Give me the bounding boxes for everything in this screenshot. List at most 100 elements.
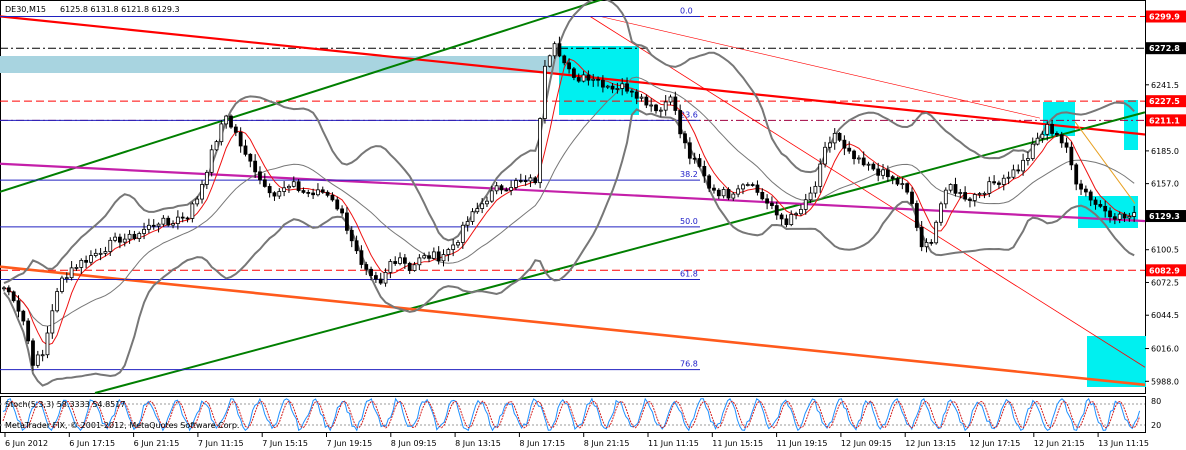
candle-body bbox=[122, 238, 127, 243]
candle-body bbox=[629, 90, 634, 93]
candle-body bbox=[398, 257, 402, 264]
candle-body bbox=[335, 199, 340, 210]
price-tag-1 bbox=[1146, 42, 1186, 55]
candle-body bbox=[161, 217, 166, 225]
price-tag-label-0: 6299.9 bbox=[1149, 12, 1180, 21]
candle-body bbox=[127, 233, 132, 240]
candle-body bbox=[1088, 191, 1093, 201]
candle-body bbox=[6, 287, 11, 293]
candle-body bbox=[1093, 199, 1098, 205]
candle-body bbox=[1035, 137, 1040, 145]
ohlc-readout: 6125.8 6131.8 6121.8 6129.3 bbox=[60, 5, 180, 14]
candle-body bbox=[89, 255, 93, 263]
candle-body bbox=[354, 240, 359, 252]
candle-body bbox=[412, 264, 417, 271]
price-tag-2 bbox=[1146, 95, 1186, 108]
candle-body bbox=[146, 224, 151, 230]
red-thin-trend-line-2 bbox=[599, 16, 1041, 119]
y-tick-label-7: 6100.5 bbox=[1151, 246, 1179, 255]
candle-body bbox=[277, 191, 282, 197]
candle-body bbox=[456, 242, 460, 246]
candle-body bbox=[224, 115, 229, 125]
candle-body bbox=[856, 157, 861, 160]
candle-body bbox=[1103, 205, 1108, 212]
candle-body bbox=[1079, 183, 1083, 190]
candle-body bbox=[818, 163, 823, 187]
candle-body bbox=[417, 257, 422, 266]
candle-body bbox=[151, 224, 156, 227]
candle-body bbox=[1026, 158, 1030, 161]
fib-label-3: 50.0 bbox=[680, 217, 698, 226]
candle-body bbox=[552, 43, 557, 57]
candle-body bbox=[799, 208, 803, 215]
candle-body bbox=[581, 74, 586, 82]
candle-body bbox=[1050, 124, 1054, 134]
x-tick-label-5: 7 Jun 19:15 bbox=[327, 439, 373, 448]
candle-body bbox=[1112, 216, 1117, 220]
candle-body bbox=[760, 191, 765, 200]
candle-body bbox=[1045, 124, 1050, 135]
candle-body bbox=[654, 104, 658, 112]
stoch-main-line bbox=[2, 397, 1141, 432]
candle-body bbox=[837, 132, 842, 141]
candle-body bbox=[2, 287, 6, 290]
x-tick-label-3: 7 Jun 11:15 bbox=[198, 439, 244, 448]
candle-body bbox=[485, 200, 489, 205]
current-price-tag bbox=[1146, 210, 1186, 223]
candle-body bbox=[26, 320, 31, 342]
candle-body bbox=[770, 202, 774, 206]
fib-label-1: 23.6 bbox=[680, 110, 698, 119]
candle-body bbox=[914, 203, 919, 228]
candle-body bbox=[861, 157, 866, 166]
candle-body bbox=[388, 261, 393, 273]
candle-body bbox=[1064, 142, 1069, 148]
candle-body bbox=[132, 233, 137, 239]
candle-body bbox=[987, 181, 992, 194]
candle-body bbox=[779, 214, 784, 220]
candle-body bbox=[79, 259, 84, 268]
x-tick-label-6: 8 Jun 09:15 bbox=[391, 439, 437, 448]
candle-body bbox=[229, 115, 233, 128]
candle-body bbox=[620, 83, 625, 89]
candle-body bbox=[98, 252, 103, 255]
candle-body bbox=[349, 229, 354, 242]
y-tick-label-4: 6185.0 bbox=[1151, 147, 1179, 156]
candle-body bbox=[528, 177, 533, 182]
candle-body bbox=[1098, 204, 1103, 207]
candle-body bbox=[557, 43, 562, 57]
y-tick-label-11: 5988.0 bbox=[1151, 377, 1179, 386]
candle-body bbox=[446, 249, 451, 255]
candle-body bbox=[21, 310, 26, 322]
x-tick-label-14: 12 Jun 13:15 bbox=[905, 439, 956, 448]
candle-body bbox=[905, 183, 910, 193]
candle-body bbox=[11, 291, 16, 302]
x-tick-label-2: 6 Jun 21:15 bbox=[134, 439, 180, 448]
candle-body bbox=[939, 203, 943, 223]
candle-body bbox=[436, 251, 441, 262]
x-tick-label-1: 6 Jun 17:15 bbox=[69, 439, 115, 448]
candle-body bbox=[847, 147, 852, 152]
candle-body bbox=[673, 96, 678, 111]
candle-body bbox=[731, 193, 736, 199]
candle-body bbox=[258, 171, 262, 181]
x-tick-label-16: 12 Jun 21:15 bbox=[1034, 439, 1085, 448]
candle-body bbox=[60, 277, 64, 292]
candle-body bbox=[364, 264, 369, 270]
candle-body bbox=[35, 354, 40, 366]
candle-body bbox=[982, 192, 987, 195]
candle-body bbox=[1132, 212, 1137, 217]
candle-body bbox=[977, 193, 982, 195]
candle-body bbox=[460, 224, 465, 243]
candle-body bbox=[1040, 133, 1045, 139]
stoch-level-label-80: 80 bbox=[1151, 397, 1161, 406]
red-thin-trend-line bbox=[589, 16, 1146, 368]
zone-box-3 bbox=[1124, 100, 1138, 150]
candle-body bbox=[794, 213, 798, 216]
candle-body bbox=[214, 141, 219, 151]
candle-body bbox=[572, 68, 576, 78]
candle-body bbox=[765, 198, 770, 204]
candle-body bbox=[600, 79, 605, 88]
candle-body bbox=[301, 190, 306, 193]
bollinger-upper bbox=[3, 0, 1135, 285]
